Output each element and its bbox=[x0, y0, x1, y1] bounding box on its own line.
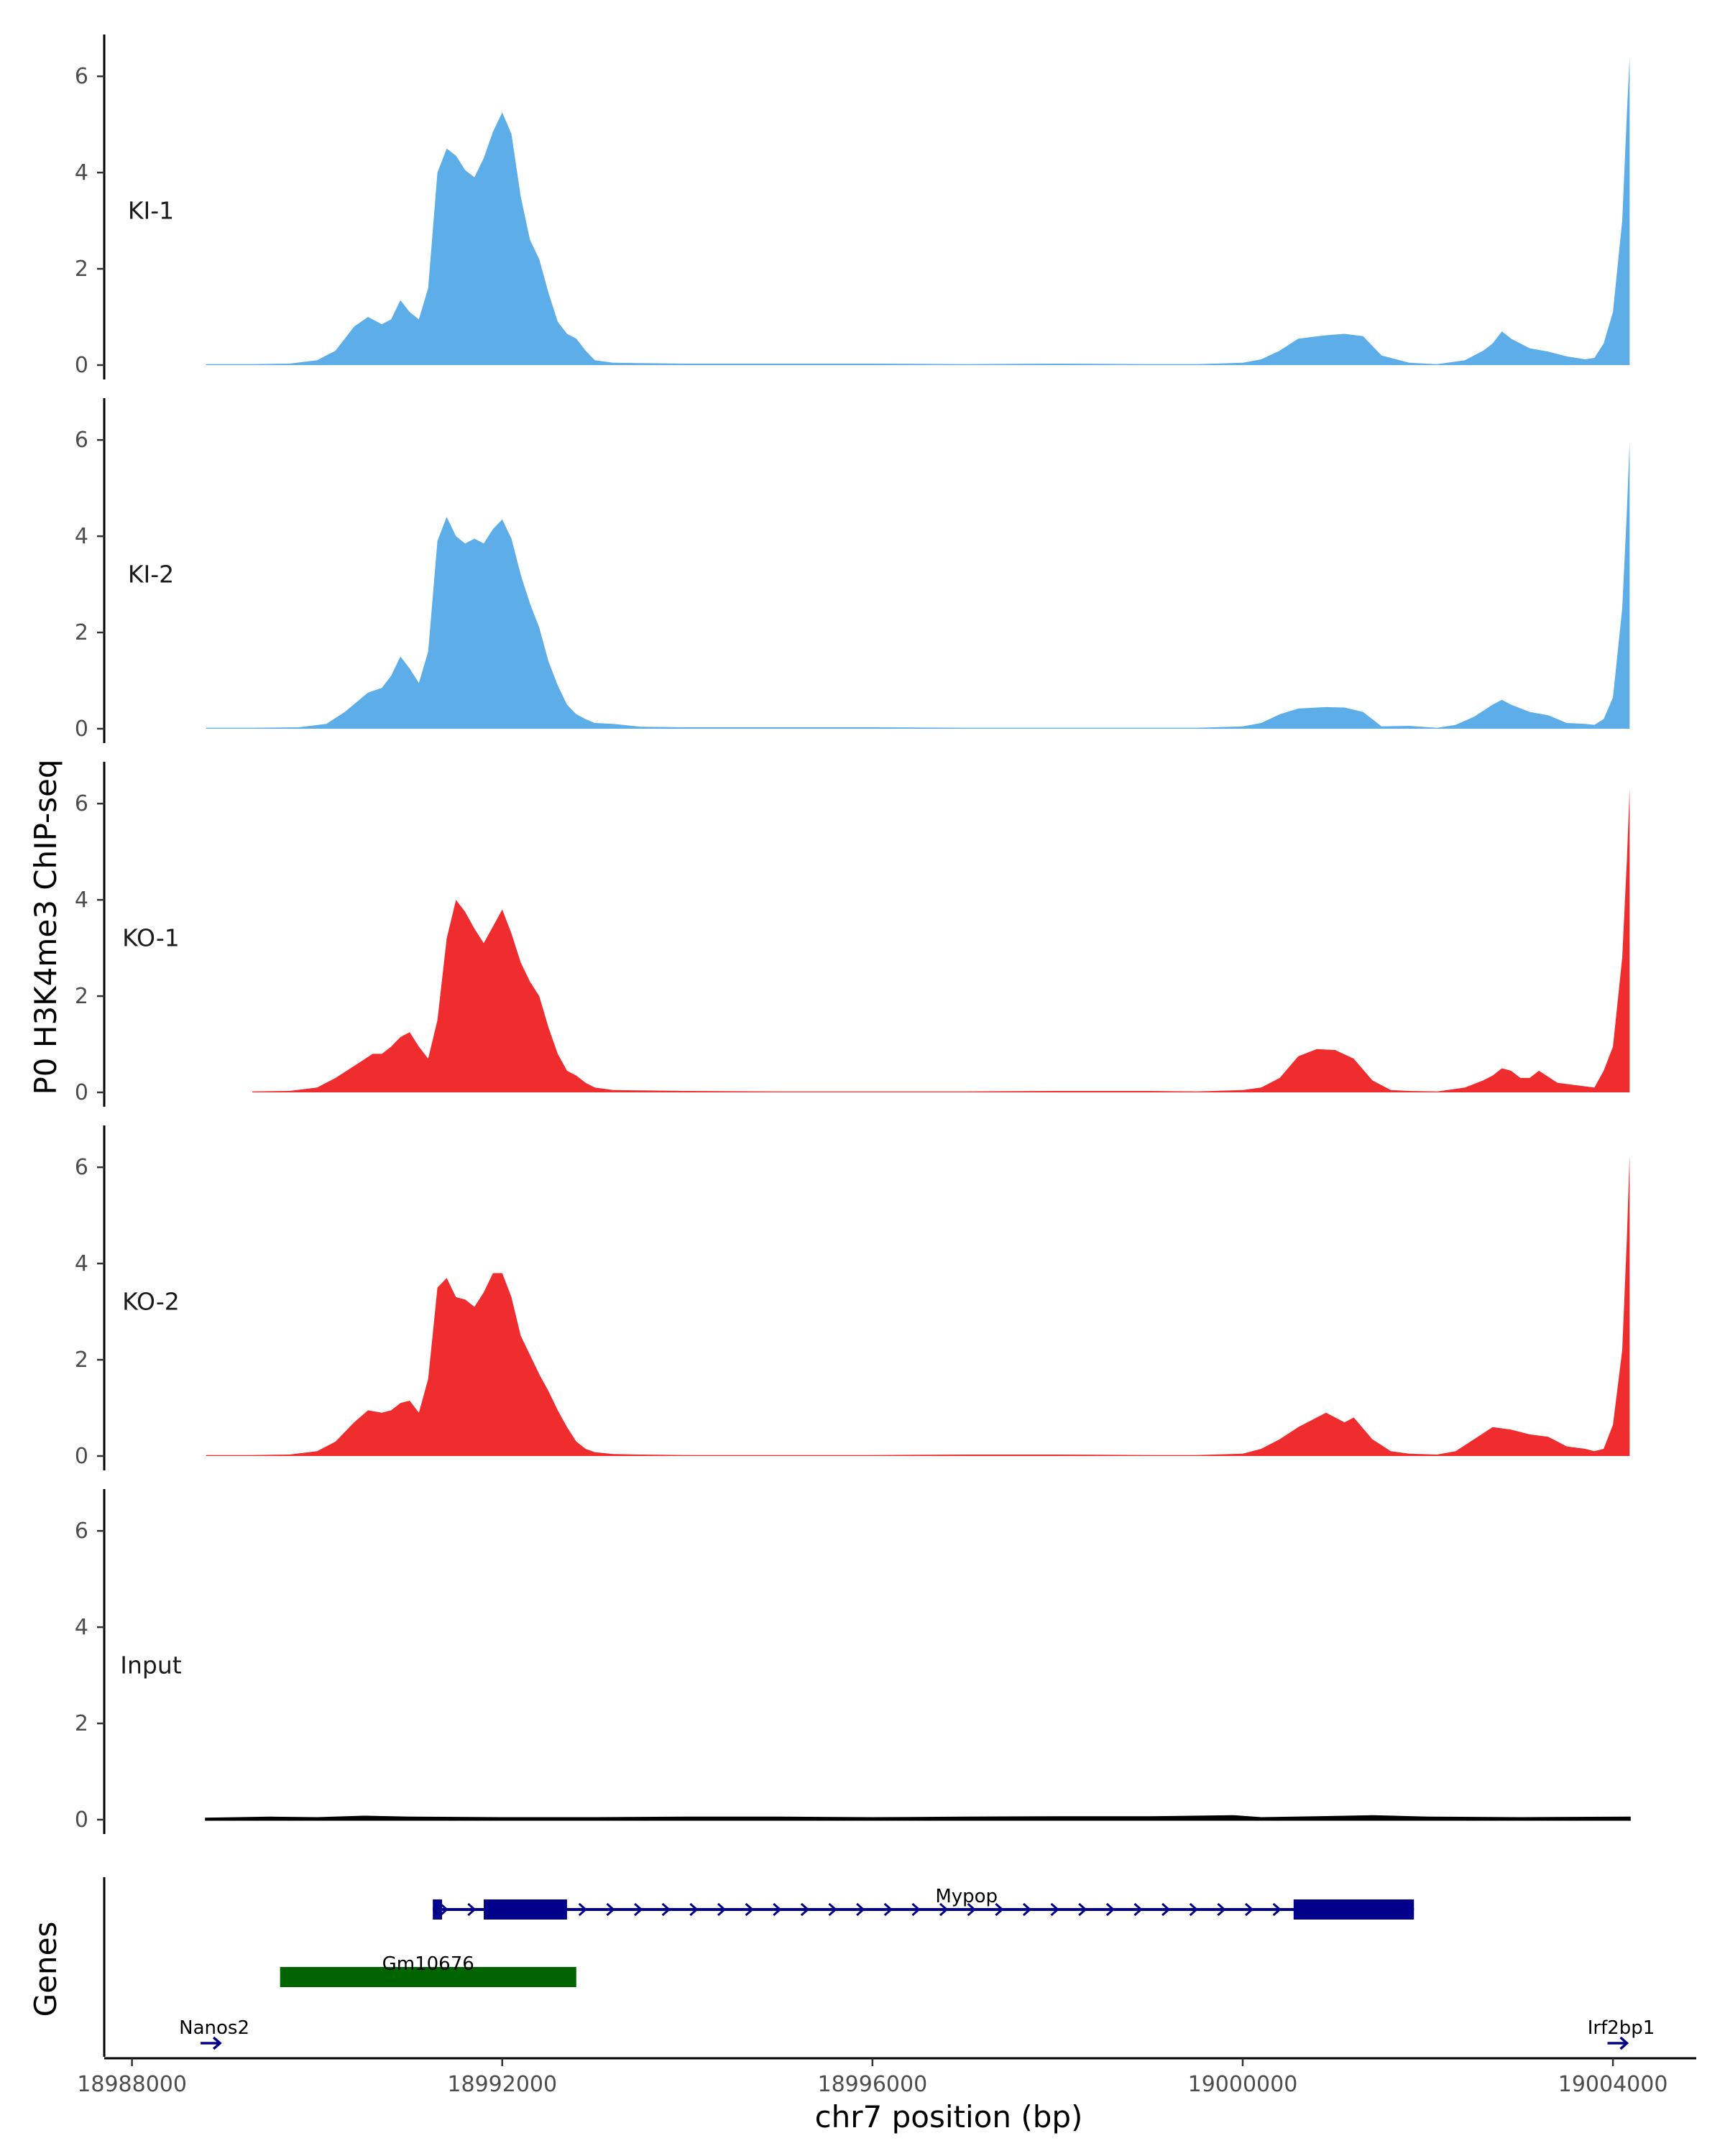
mypop-exon bbox=[1293, 1899, 1414, 1920]
y-tick-label: 0 bbox=[75, 1080, 88, 1105]
y-tick-label: 0 bbox=[75, 717, 88, 742]
area-ki-2 bbox=[206, 442, 1630, 729]
gene-arrow bbox=[201, 2036, 222, 2050]
track-label: KO-1 bbox=[122, 924, 180, 952]
gene-label-gm10676: Gm10676 bbox=[382, 1953, 474, 1975]
y-axis-title: P0 H3K4me3 ChIP-seq bbox=[28, 759, 63, 1095]
strand-arrow bbox=[856, 1902, 865, 1917]
strand-arrow bbox=[1189, 1902, 1198, 1917]
x-axis: 18988000 18992000 18996000 19000000 19004000 bbox=[77, 2057, 1696, 2097]
area-ko-1 bbox=[252, 789, 1630, 1092]
track-label: KI-1 bbox=[128, 197, 174, 225]
strand-arrow bbox=[939, 1902, 949, 1917]
track-ko-1: 0 2 4 6 KO-1 bbox=[75, 762, 1630, 1107]
strand-arrow bbox=[689, 1902, 699, 1917]
strand-arrow bbox=[745, 1902, 754, 1917]
track-label: KI-2 bbox=[128, 561, 174, 589]
y-tick-label: 6 bbox=[75, 791, 88, 816]
y-tick-label: 0 bbox=[75, 1807, 88, 1833]
area-ki-1 bbox=[206, 57, 1630, 366]
area-ko-2 bbox=[206, 1155, 1630, 1456]
strand-arrow bbox=[606, 1902, 615, 1917]
y-tick-label: 4 bbox=[75, 1615, 88, 1640]
strand-arrow bbox=[1022, 1902, 1032, 1917]
strand-arrow bbox=[773, 1902, 782, 1917]
track-input: 0 2 4 6 Input bbox=[75, 1489, 1631, 1834]
y-tick-label: 2 bbox=[75, 984, 88, 1009]
track-ki-2: 0 2 4 6 KI-2 bbox=[75, 398, 1630, 743]
y-tick-label: 4 bbox=[75, 1251, 88, 1276]
strand-arrow bbox=[967, 1902, 976, 1917]
gene-gm10676: Gm10676 bbox=[280, 1953, 576, 1987]
strand-arrow bbox=[439, 1902, 448, 1917]
strand-arrow bbox=[1245, 1902, 1254, 1917]
mypop-exon bbox=[433, 1899, 443, 1920]
strand-arrow bbox=[883, 1902, 893, 1917]
strand-arrow bbox=[1162, 1902, 1171, 1917]
y-tick-label: 4 bbox=[75, 160, 88, 185]
x-tick-label: 19004000 bbox=[1558, 2072, 1668, 2097]
y-tick-label: 6 bbox=[75, 1519, 88, 1544]
x-tick-label: 18988000 bbox=[77, 2072, 187, 2097]
strand-arrow bbox=[578, 1902, 588, 1917]
track-ki-1: 0 2 4 6 KI-1 bbox=[75, 34, 1630, 379]
strand-arrow bbox=[1078, 1902, 1087, 1917]
x-tick-label: 19000000 bbox=[1188, 2072, 1298, 2097]
y-tick-label: 6 bbox=[75, 1155, 88, 1180]
gene-nanos2: Nanos2 bbox=[179, 2017, 249, 2050]
gm10676-exon bbox=[280, 1967, 576, 1987]
y-tick-label: 0 bbox=[75, 1444, 88, 1469]
track-label: Input bbox=[120, 1651, 182, 1680]
x-tick-label: 18992000 bbox=[447, 2072, 557, 2097]
y-tick-label: 4 bbox=[75, 888, 88, 913]
gene-mypop: Mypop bbox=[433, 1886, 1414, 1920]
strand-arrow bbox=[467, 1902, 477, 1917]
genes-axis-title: Genes bbox=[28, 1922, 63, 2017]
y-tick-label: 2 bbox=[75, 620, 88, 645]
area-input bbox=[205, 1815, 1631, 1821]
tracks-layer: 0 2 4 6 KI-1 0 2 4 6 KI-2 0 2 4 6 KO-1 0 2 4 6 KO-2 0 2 4 6 Inpu… bbox=[75, 34, 1631, 1834]
y-tick-label: 0 bbox=[75, 353, 88, 378]
y-tick-label: 2 bbox=[75, 1711, 88, 1736]
gene-arrow bbox=[1607, 2036, 1629, 2050]
y-tick-label: 2 bbox=[75, 257, 88, 282]
strand-arrow bbox=[634, 1902, 643, 1917]
gene-label-irf2bp1: Irf2bp1 bbox=[1588, 2017, 1655, 2039]
y-tick-label: 4 bbox=[75, 524, 88, 549]
strand-arrow bbox=[1050, 1902, 1059, 1917]
strand-arrow bbox=[911, 1902, 921, 1917]
strand-arrow bbox=[1217, 1902, 1226, 1917]
gene-label-mypop: Mypop bbox=[935, 1886, 998, 1907]
genes-layer: Mypop Gm10676 Nanos2 Irf2bp1 bbox=[103, 1877, 1655, 2057]
gene-label-nanos2: Nanos2 bbox=[179, 2017, 249, 2039]
gene-irf2bp1: Irf2bp1 bbox=[1588, 2017, 1655, 2050]
strand-arrow bbox=[717, 1902, 727, 1917]
strand-arrow bbox=[661, 1902, 671, 1917]
strand-arrow bbox=[1133, 1902, 1143, 1917]
y-tick-label: 2 bbox=[75, 1348, 88, 1373]
strand-arrow bbox=[800, 1902, 810, 1917]
x-tick-label: 18996000 bbox=[818, 2072, 928, 2097]
mypop-exon bbox=[483, 1899, 567, 1920]
x-axis-title: chr7 position (bp) bbox=[815, 2099, 1083, 2134]
track-ko-2: 0 2 4 6 KO-2 bbox=[75, 1125, 1630, 1470]
strand-arrow bbox=[995, 1902, 1004, 1917]
y-tick-label: 6 bbox=[75, 428, 88, 453]
strand-arrow bbox=[1272, 1902, 1282, 1917]
track-label: KO-2 bbox=[122, 1288, 180, 1316]
strand-arrow bbox=[828, 1902, 837, 1917]
strand-arrow bbox=[1105, 1902, 1116, 1917]
y-tick-label: 6 bbox=[75, 64, 88, 89]
